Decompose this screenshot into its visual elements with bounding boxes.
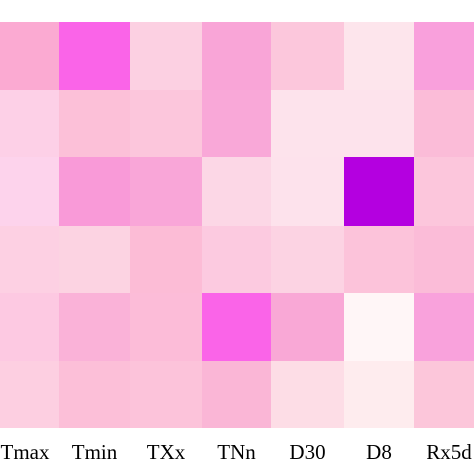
heatmap-cell [59,226,130,293]
x-tick-label: D8 [366,440,392,464]
heatmap-cell [344,22,414,90]
heatmap-cell [344,90,414,157]
heatmap-cell [271,226,344,293]
heatmap-cell [59,157,130,226]
heatmap-cell [202,361,271,428]
heatmap-cell [130,293,202,361]
x-tick-label: D30 [289,440,325,464]
x-tick-label: Tmin [72,440,118,464]
heatmap-cell [202,22,271,90]
heatmap-cell [414,157,474,226]
heatmap-cell [130,226,202,293]
heatmap-cell [202,90,271,157]
x-tick-label: TNn [217,440,256,464]
x-tick-label: Rx5d [426,440,472,464]
heatmap-cell [414,226,474,293]
heatmap-cell [0,22,59,90]
heatmap-cell [130,90,202,157]
heatmap-cell [59,293,130,361]
heatmap-cell [414,90,474,157]
heatmap-cell [202,293,271,361]
heatmap-cell [59,361,130,428]
x-tick-labels: Tmax Tmin TXx TNn D30 D8 Rx5d [1,440,473,464]
x-tick-label: Tmax [1,440,50,464]
heatmap-cell [414,22,474,90]
heatmap-cell [344,361,414,428]
heatmap-cell [271,361,344,428]
heatmap-cell [130,157,202,226]
heatmap-cell [344,226,414,293]
heatmap-cell [202,157,271,226]
heatmap-cell [0,293,59,361]
heatmap-cell [271,22,344,90]
heatmap-cell [0,157,59,226]
heatmap-cell [344,157,414,226]
heatmap-cell [0,226,59,293]
heatmap-cell [0,361,59,428]
heatmap-cell [202,226,271,293]
x-tick-label: TXx [147,440,186,464]
heatmap-cell [59,90,130,157]
heatmap-cell [414,361,474,428]
heatmap-cells [0,22,474,428]
heatmap-cell [130,361,202,428]
heatmap-cell [130,22,202,90]
heatmap-cell [271,90,344,157]
heatmap-cell [271,293,344,361]
heatmap-cell [59,22,130,90]
heatmap-cell [271,157,344,226]
heatmap-cell [344,293,414,361]
heatmap-cell [414,293,474,361]
heatmap-cell [0,90,59,157]
